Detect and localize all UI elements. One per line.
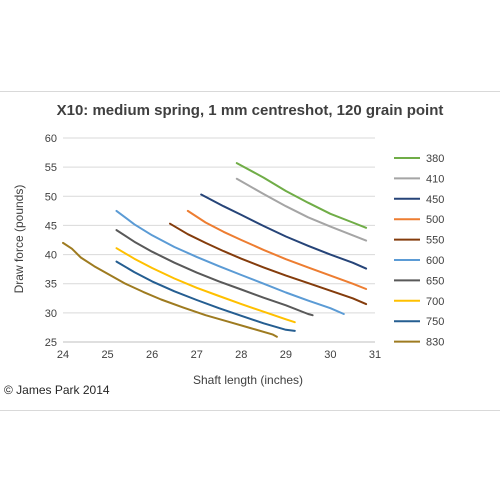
series-line-380	[235, 162, 368, 229]
x-tick-label: 25	[101, 349, 113, 361]
series-line-830	[62, 241, 278, 338]
x-tick-label: 27	[191, 349, 203, 361]
series-line-550	[169, 222, 368, 306]
series-line-750	[115, 260, 296, 332]
y-tick-label: 25	[45, 337, 57, 349]
chart-frame: X10: medium spring, 1 mm centreshot, 120…	[0, 91, 500, 411]
legend-label-550: 550	[426, 235, 444, 247]
y-tick-label: 45	[45, 220, 57, 232]
legend-label-650: 650	[426, 275, 444, 287]
series-line-650	[115, 229, 314, 317]
legend-label-700: 700	[426, 296, 444, 308]
y-tick-label: 60	[45, 133, 57, 145]
legend-label-450: 450	[426, 194, 444, 206]
legend: 380 410 450 500 550 600 650 700 750 830	[394, 153, 444, 349]
chart-title: X10: medium spring, 1 mm centreshot, 120…	[57, 102, 444, 119]
x-axis-label: Shaft length (inches)	[193, 373, 303, 387]
x-tick-label: 31	[369, 349, 381, 361]
legend-label-500: 500	[426, 214, 444, 226]
x-tick-label: 30	[324, 349, 336, 361]
y-tick-label: 35	[45, 279, 57, 291]
series-line-450	[200, 193, 368, 270]
series-line-700	[115, 247, 296, 324]
series-line-500	[186, 209, 368, 290]
legend-label-410: 410	[426, 173, 444, 185]
copyright-text: © James Park 2014	[4, 383, 110, 397]
y-tick-label: 50	[45, 191, 57, 203]
series-line-410	[235, 177, 368, 242]
legend-label-830: 830	[426, 337, 444, 349]
legend-label-750: 750	[426, 316, 444, 328]
x-tick-label: 28	[235, 349, 247, 361]
legend-label-380: 380	[426, 153, 444, 165]
y-axis-ticks: 25 30 35 40 45 50 55 60	[45, 133, 57, 349]
gridlines	[63, 137, 375, 343]
series-lines	[62, 162, 368, 338]
y-tick-label: 30	[45, 308, 57, 320]
x-tick-label: 29	[280, 349, 292, 361]
series-line-600	[115, 209, 345, 315]
x-tick-label: 24	[57, 349, 69, 361]
chart: X10: medium spring, 1 mm centreshot, 120…	[4, 102, 444, 397]
y-tick-label: 55	[45, 162, 57, 174]
legend-label-600: 600	[426, 255, 444, 267]
x-tick-label: 26	[146, 349, 158, 361]
x-axis-ticks: 24 25 26 27 28 29 30 31	[57, 349, 381, 361]
y-tick-label: 40	[45, 250, 57, 262]
y-axis-label: Draw force (pounds)	[12, 185, 26, 294]
